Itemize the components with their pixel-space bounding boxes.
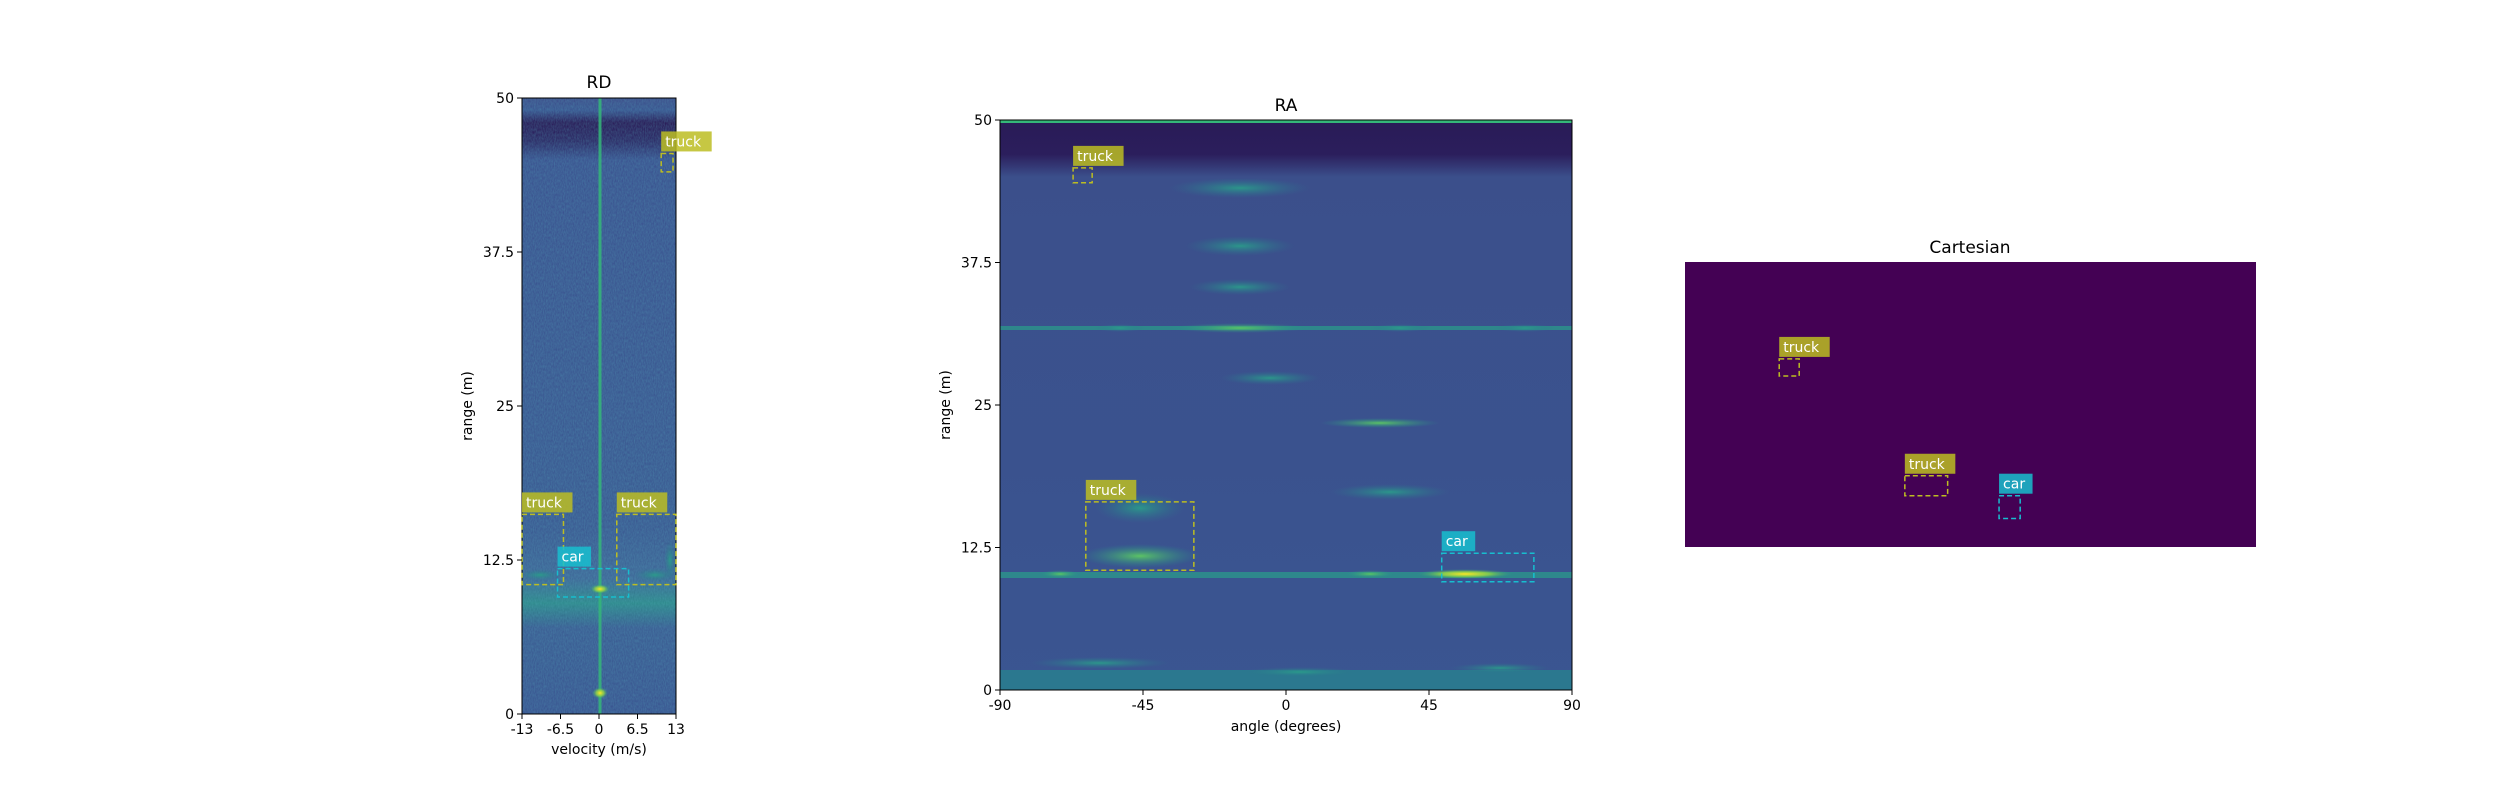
- ra-title: RA: [1275, 96, 1298, 116]
- ra-y-tick-label: 0: [983, 683, 992, 699]
- rd-bbox-label: car: [562, 550, 584, 566]
- ra-x-ticks: -90 -45 0 45 90: [989, 690, 1581, 714]
- rd-x-tick-label: 13: [667, 722, 685, 738]
- rd-xlabel: velocity (m/s): [551, 742, 647, 758]
- cartesian-bbox-label: car: [2003, 477, 2025, 493]
- ra-y-tick-label: 37.5: [961, 256, 992, 272]
- ra-y-ticks: 0 12.5 25 37.5 50: [961, 113, 1000, 699]
- rd-y-tick-label: 37.5: [483, 245, 514, 261]
- ra-x-tick-label: -45: [1132, 698, 1155, 714]
- rd-panel: RD truck truck car truck -13 -6.5 0 6.5 13 0 12.…: [460, 73, 712, 758]
- ra-x-tick-label: 45: [1420, 698, 1438, 714]
- ra-x-tick-label: -90: [989, 698, 1012, 714]
- rd-y-tick-label: 25: [496, 399, 514, 415]
- rd-title: RD: [587, 73, 612, 93]
- rd-y-ticks: 0 12.5 25 37.5 50: [483, 91, 522, 723]
- ra-y-tick-label: 12.5: [961, 541, 992, 557]
- rd-ylabel: range (m): [460, 371, 476, 441]
- rd-x-tick-label: -13: [511, 722, 534, 738]
- rd-y-tick-label: 0: [505, 707, 514, 723]
- ra-heatmap: [1000, 120, 1572, 690]
- ra-x-tick-label: 0: [1282, 698, 1291, 714]
- cartesian-bbox-label: truck: [1783, 340, 1820, 356]
- ra-xlabel: angle (degrees): [1231, 719, 1342, 735]
- rd-heatmap: [518, 98, 677, 714]
- rd-x-tick-label: -6.5: [547, 722, 574, 738]
- ra-bbox-label: truck: [1090, 483, 1127, 499]
- cartesian-title: Cartesian: [1929, 238, 2010, 258]
- ra-x-tick-label: 90: [1563, 698, 1581, 714]
- rd-bbox-label: truck: [621, 495, 658, 511]
- ra-ylabel: range (m): [938, 370, 954, 440]
- rd-bbox-label: truck: [526, 495, 563, 511]
- ra-bbox-label: car: [1446, 534, 1468, 550]
- cartesian-panel: Cartesian truck truck car: [1685, 238, 2256, 547]
- rd-bbox-label: truck: [665, 134, 702, 150]
- cartesian-image: [1685, 262, 2256, 547]
- rd-y-tick-label: 12.5: [483, 553, 514, 569]
- rd-x-ticks: -13 -6.5 0 6.5 13: [511, 714, 685, 738]
- rd-y-tick-label: 50: [496, 91, 514, 107]
- ra-y-tick-label: 25: [974, 398, 992, 414]
- ra-y-tick-label: 50: [974, 113, 992, 129]
- rd-x-tick-label: 6.5: [626, 722, 648, 738]
- cartesian-bbox-label: truck: [1909, 457, 1946, 473]
- rd-x-tick-label: 0: [595, 722, 604, 738]
- ra-panel: RA tru: [938, 96, 1581, 735]
- ra-bbox-label: truck: [1077, 149, 1114, 165]
